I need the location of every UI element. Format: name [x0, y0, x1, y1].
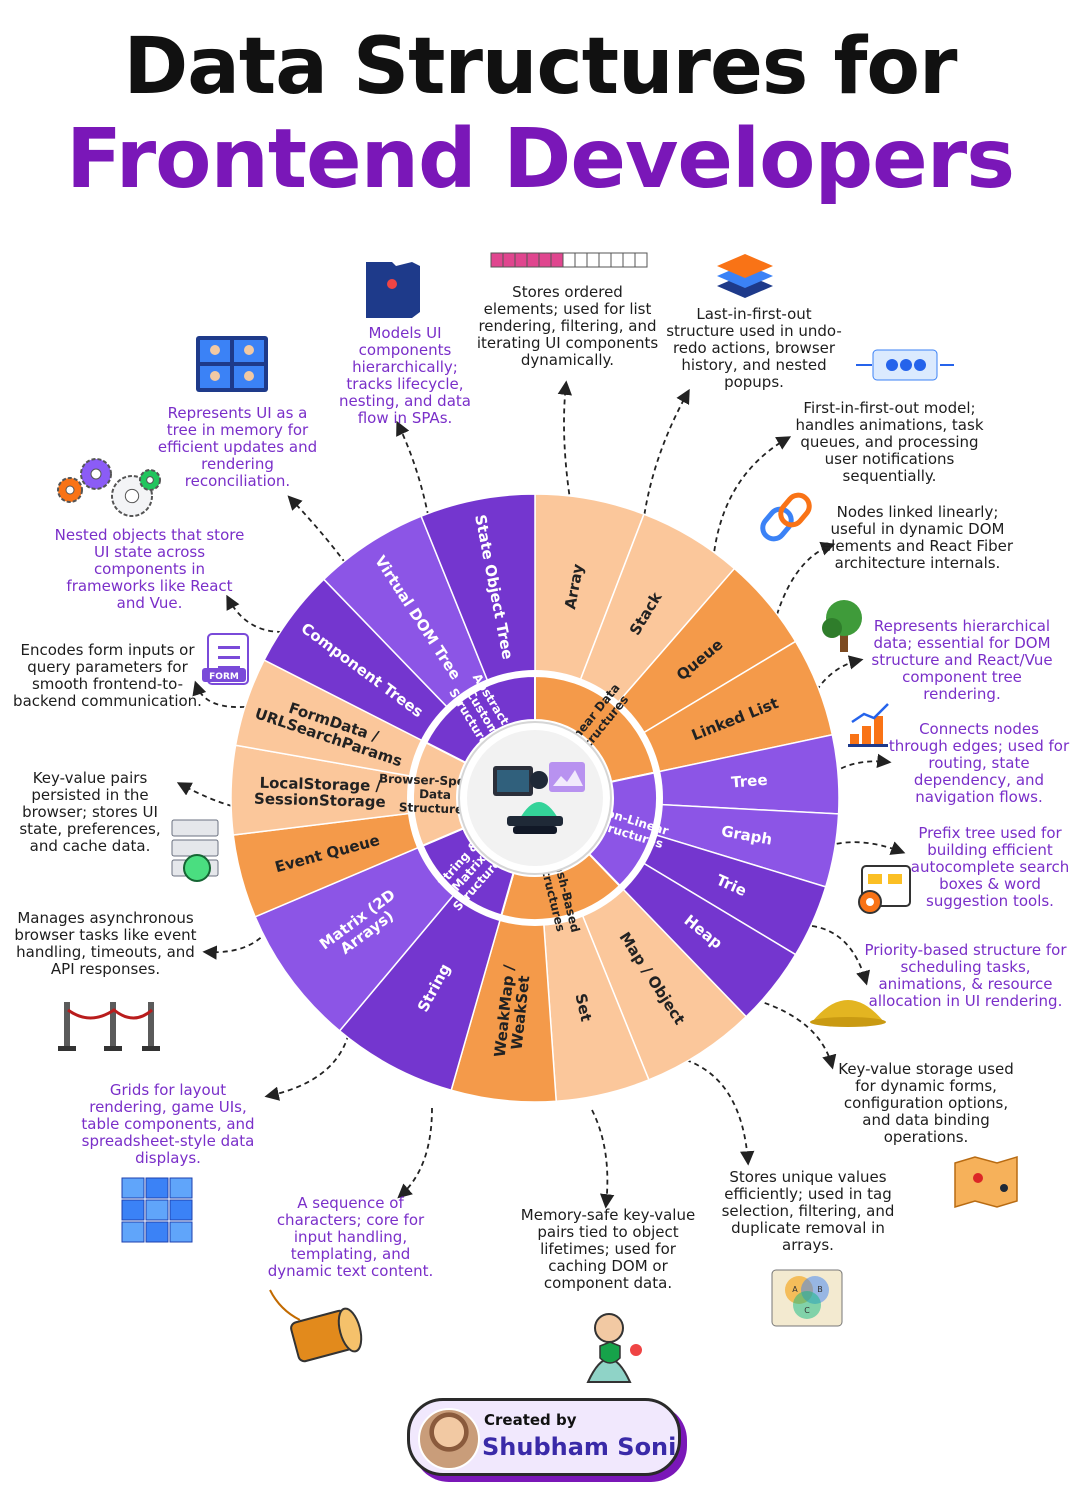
arrow-graph: [825, 753, 892, 779]
arrow-array: [557, 380, 573, 513]
developer-laptop-icon: [493, 762, 585, 834]
author-name: Shubham Soni: [482, 1433, 677, 1461]
desc-stack: Last-in-first-out structure used in undo…: [666, 305, 842, 391]
title-line-2: Frontend Developers: [65, 112, 1015, 207]
desc-localstorage: Key-value pairs persisted in the browser…: [19, 769, 161, 855]
server-sync-icon: [171, 819, 219, 882]
folded-map-icon: [954, 1155, 1018, 1209]
arrow-tree: [807, 655, 864, 707]
arrow-formdata: [192, 680, 255, 708]
illustration-icons: A B C FORM: [57, 252, 1018, 1383]
center-hub: [458, 721, 612, 875]
desc-heap: Priority-based structure for scheduling …: [864, 941, 1067, 1010]
gears-icon: [57, 458, 161, 517]
folder-gear-icon: [858, 865, 911, 914]
arrow-localstorage: [176, 782, 233, 807]
desc-array: Stores ordered elements; used for list r…: [476, 283, 659, 369]
segment-set-label: Set: [572, 992, 596, 1023]
desc-string: A sequence of characters; core for input…: [267, 1194, 434, 1280]
segment-localstorage-label: LocalStorage /SessionStorage: [254, 773, 387, 810]
category-abstract: [424, 674, 536, 764]
venn-label: B: [817, 1285, 823, 1294]
arrow-state-object-tree: [396, 420, 431, 526]
desc-matrix: Grids for layout rendering, game UIs, ta…: [81, 1081, 255, 1167]
arrow-weakmap: [591, 1109, 615, 1209]
segment-tree-label: Tree: [730, 770, 768, 791]
desc-state-object-tree: Models UI components hierarchically; tra…: [339, 324, 471, 427]
layers-stack-icon: [717, 254, 773, 298]
form-icon: FORM: [202, 633, 249, 685]
cube-grid-icon: [121, 1177, 193, 1243]
arrow-event-queue: [202, 915, 277, 960]
tree-icon: [822, 600, 862, 652]
arrow-linked-list: [771, 541, 836, 633]
arrow-string: [397, 1107, 433, 1199]
arrow-trie: [827, 841, 906, 855]
desc-trie: Prefix tree used for building efficient …: [910, 824, 1070, 910]
venn-label: C: [804, 1306, 810, 1315]
desc-virtual-dom: Represents UI as a tree in memory for ef…: [157, 404, 318, 490]
queue-barrier-icon: [58, 1002, 160, 1051]
arrow-set: [685, 1059, 755, 1166]
desc-set: Stores unique values efficiently; used i…: [721, 1168, 895, 1254]
arrow-map-object: [755, 999, 837, 1070]
desc-component-trees: Nested objects that store UI state acros…: [54, 526, 245, 612]
venn-label: A: [792, 1285, 798, 1294]
created-by-label: Created by: [484, 1411, 577, 1429]
desc-event-queue: Manages asynchronous browser tasks like …: [14, 909, 197, 978]
chain-link-icon: [760, 492, 812, 542]
state-map-icon: [366, 262, 420, 318]
desc-map-object: Key-value storage used for dynamic forms…: [838, 1060, 1014, 1146]
desc-linked-list: Nodes linked linearly; useful in dynamic…: [821, 503, 1014, 572]
bar-chart-icon: [848, 703, 889, 747]
title-line-1: Data Structures for: [123, 22, 958, 112]
desc-queue: First-in-first-out model; handles animat…: [795, 399, 984, 485]
array-blocks-icon: [490, 252, 648, 268]
video-call-icon: [196, 336, 268, 392]
creator-badge[interactable]: Created by Shubham Soni: [407, 1398, 681, 1476]
desc-weakmap: Memory-safe key-value pairs tied to obje…: [520, 1206, 696, 1292]
desc-formdata: Encodes form inputs or query parameters …: [13, 641, 202, 710]
arrow-heap: [811, 925, 871, 986]
secure-user-icon: [586, 1313, 642, 1383]
avatar: [418, 1408, 480, 1470]
venn-diagram-icon: A B C: [771, 1269, 843, 1327]
form-icon-label: FORM: [209, 672, 239, 682]
coin-heap-icon: [810, 1000, 886, 1027]
thread-spool-icon: [269, 1289, 363, 1363]
desc-graph: Connects nodes through edges; used for r…: [888, 720, 1070, 806]
queue-arrows-icon: [856, 349, 954, 381]
arrow-stack: [641, 388, 690, 533]
desc-tree: Represents hierarchical data; essential …: [871, 617, 1053, 703]
